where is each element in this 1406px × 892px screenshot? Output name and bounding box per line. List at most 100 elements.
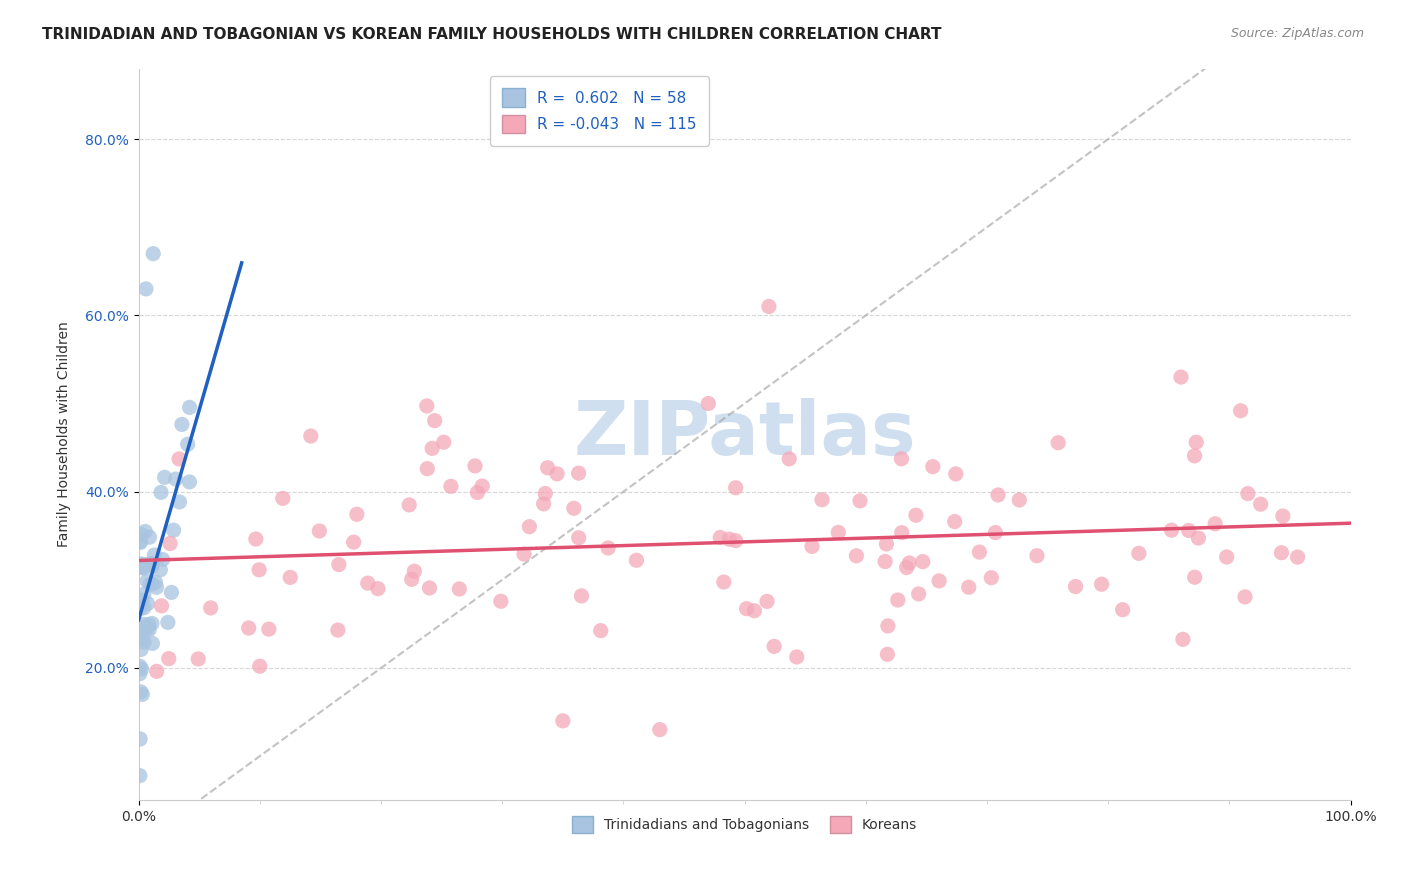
Point	[1237, 486, 1260, 500]
Point	[135, 282, 157, 296]
Point	[131, 527, 153, 541]
Point	[1008, 492, 1031, 507]
Point	[827, 525, 849, 540]
Point	[141, 558, 163, 572]
Point	[945, 467, 967, 481]
Point	[131, 662, 153, 676]
Point	[401, 572, 423, 586]
Legend: Trinidadians and Tobagonians, Koreans: Trinidadians and Tobagonians, Koreans	[561, 805, 928, 845]
Point	[1233, 590, 1256, 604]
Point	[713, 575, 735, 590]
Point	[546, 467, 568, 481]
Point	[744, 604, 766, 618]
Point	[157, 651, 180, 665]
Point	[980, 571, 1002, 585]
Point	[141, 636, 163, 650]
Point	[169, 495, 191, 509]
Point	[138, 530, 160, 544]
Point	[150, 599, 173, 613]
Point	[534, 486, 557, 500]
Point	[271, 491, 294, 506]
Point	[1215, 549, 1237, 564]
Point	[238, 621, 260, 635]
Point	[449, 582, 471, 596]
Point	[418, 581, 440, 595]
Point	[875, 537, 897, 551]
Point	[179, 475, 201, 489]
Point	[724, 481, 747, 495]
Point	[598, 541, 620, 555]
Point	[1091, 577, 1114, 591]
Point	[420, 442, 443, 456]
Point	[423, 414, 446, 428]
Point	[129, 731, 152, 746]
Point	[308, 524, 330, 538]
Point	[489, 594, 512, 608]
Point	[1184, 449, 1206, 463]
Point	[735, 601, 758, 615]
Point	[984, 525, 1007, 540]
Point	[551, 714, 574, 728]
Point	[928, 574, 950, 588]
Y-axis label: Family Households with Children: Family Households with Children	[58, 321, 72, 547]
Point	[763, 640, 786, 654]
Point	[568, 466, 591, 480]
Point	[398, 498, 420, 512]
Point	[568, 531, 591, 545]
Point	[811, 492, 834, 507]
Point	[152, 552, 174, 566]
Point	[1064, 580, 1087, 594]
Point	[132, 600, 155, 615]
Point	[1170, 370, 1192, 384]
Point	[131, 627, 153, 641]
Point	[129, 642, 152, 657]
Point	[138, 623, 160, 637]
Point	[160, 585, 183, 599]
Point	[346, 508, 368, 522]
Point	[845, 549, 868, 563]
Point	[167, 452, 190, 467]
Point	[904, 508, 927, 523]
Point	[149, 563, 172, 577]
Point	[179, 401, 201, 415]
Point	[245, 532, 267, 546]
Point	[132, 635, 155, 649]
Text: Source: ZipAtlas.com: Source: ZipAtlas.com	[1230, 27, 1364, 40]
Point	[416, 399, 439, 413]
Point	[890, 451, 912, 466]
Point	[129, 535, 152, 549]
Point	[758, 300, 780, 314]
Point	[367, 582, 389, 596]
Point	[1025, 549, 1047, 563]
Point	[756, 594, 779, 608]
Point	[128, 769, 150, 783]
Point	[562, 501, 585, 516]
Point	[145, 665, 167, 679]
Point	[257, 622, 280, 636]
Point	[440, 479, 463, 493]
Point	[132, 587, 155, 601]
Point	[943, 515, 966, 529]
Point	[536, 460, 558, 475]
Point	[138, 617, 160, 632]
Point	[129, 685, 152, 699]
Point	[326, 623, 349, 637]
Point	[907, 587, 929, 601]
Point	[247, 563, 270, 577]
Point	[1286, 550, 1309, 565]
Point	[139, 577, 162, 591]
Point	[129, 620, 152, 634]
Point	[131, 687, 153, 701]
Point	[141, 559, 163, 574]
Point	[153, 470, 176, 484]
Point	[141, 557, 163, 571]
Point	[249, 659, 271, 673]
Point	[404, 564, 426, 578]
Point	[132, 617, 155, 632]
Point	[1229, 403, 1251, 417]
Point	[875, 555, 897, 569]
Point	[724, 533, 747, 548]
Point	[987, 488, 1010, 502]
Point	[128, 601, 150, 615]
Point	[1184, 570, 1206, 584]
